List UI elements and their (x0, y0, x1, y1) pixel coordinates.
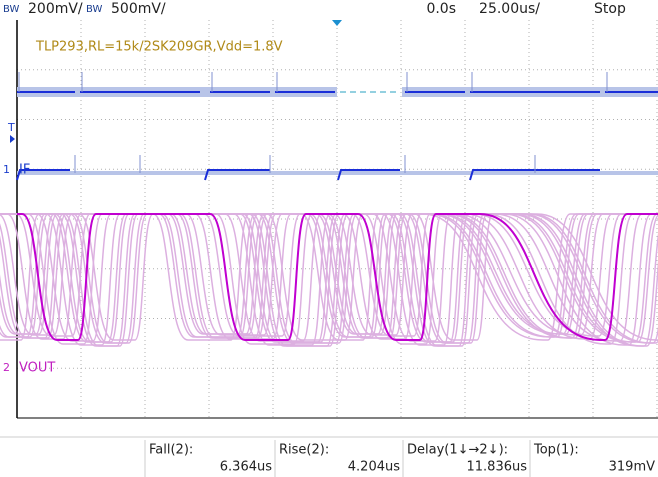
annotation: TLP293,RL=15k/2SK209GR,Vdd=1.8V (35, 40, 283, 55)
measurement-value: 6.364us (220, 460, 272, 475)
oscilloscope-screen: BW 200mV/ BW 500mV/ 0.0s 25.00us/ Stop T… (0, 0, 658, 477)
measurement-value: 319mV (609, 460, 655, 475)
run-status: Stop (594, 1, 626, 17)
measurement-name: Delay(1↓→2↓): (407, 443, 508, 458)
ch1-number: 1 (3, 163, 10, 176)
measurement-value: 11.836us (467, 460, 528, 475)
time-offset: 0.0s (426, 1, 456, 17)
ch1-scale: 200mV/ (28, 1, 83, 17)
ch2-bw: BW (86, 4, 103, 15)
time-scale: 25.00us/ (479, 1, 540, 17)
measurement-value: 4.204us (348, 460, 400, 475)
ch1-bw: BW (3, 4, 20, 15)
ch2-scale: 500mV/ (111, 1, 166, 17)
trigger-label: T (7, 121, 15, 134)
ch2-number: 2 (3, 361, 10, 374)
ch2-label: VOUT (19, 361, 55, 376)
ch1-label: IF (19, 163, 30, 178)
measurement-name: Fall(2): (149, 443, 193, 458)
measurement-name: Rise(2): (279, 443, 329, 458)
measurement-name: Top(1): (533, 443, 579, 458)
